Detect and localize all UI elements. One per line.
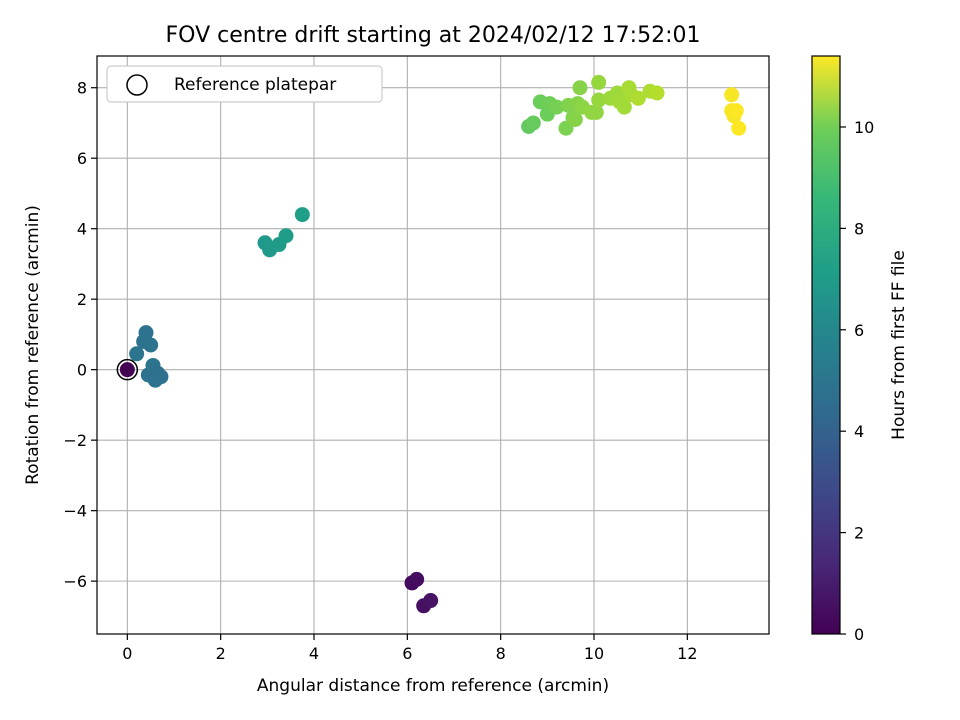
colorbar-tick-label: 0 — [854, 625, 864, 644]
colorbar-gradient — [811, 55, 841, 635]
colorbar-tick-label: 8 — [854, 219, 864, 238]
x-axis-label: Angular distance from reference (arcmin) — [257, 676, 609, 696]
x-axis-ticks: 0 2 4 6 8 10 12 — [122, 634, 698, 663]
plot-frame — [96, 55, 770, 635]
x-tick-label: 8 — [496, 644, 506, 663]
grid-lines — [97, 56, 769, 634]
y-tick-label: 4 — [77, 220, 87, 239]
x-tick-label: 4 — [309, 644, 319, 663]
x-tick-label: 12 — [677, 644, 697, 663]
data-point — [423, 593, 439, 609]
data-point — [549, 99, 565, 115]
y-tick-label: 0 — [77, 361, 87, 380]
reference-platepar-marker — [116, 358, 139, 381]
y-tick-label: −6 — [63, 572, 87, 591]
data-point — [567, 111, 583, 127]
data-point — [558, 120, 574, 136]
colorbar-tick-label: 10 — [854, 118, 874, 137]
colorbar-tick-label: 2 — [854, 524, 864, 543]
data-point — [119, 362, 135, 378]
x-tick-label: 6 — [402, 644, 412, 663]
data-point — [294, 207, 310, 223]
x-tick-label: 0 — [122, 644, 132, 663]
legend-entry-reference: Reference platepar — [174, 75, 336, 95]
data-point — [630, 90, 646, 106]
chart-title: FOV centre drift starting at 2024/02/12 … — [166, 23, 701, 48]
y-tick-label: 2 — [77, 290, 87, 309]
y-axis-label: Rotation from reference (arcmin) — [23, 205, 43, 485]
data-point — [143, 337, 159, 353]
data-point — [129, 346, 145, 362]
data-point — [591, 92, 607, 108]
data-point — [409, 571, 425, 587]
y-tick-label: −4 — [63, 502, 87, 521]
y-tick-label: 8 — [77, 79, 87, 98]
data-point — [649, 85, 665, 101]
data-point — [153, 369, 169, 385]
data-point — [588, 104, 604, 120]
data-point — [591, 74, 607, 90]
colorbar: 0 2 4 6 8 10 Hours from first FF file — [811, 55, 909, 644]
y-tick-label: −2 — [63, 431, 87, 450]
data-point — [525, 115, 541, 131]
x-tick-label: 10 — [584, 644, 604, 663]
legend: Reference platepar — [106, 65, 383, 103]
data-point — [278, 228, 294, 244]
colorbar-tick-label: 6 — [854, 321, 864, 340]
data-points — [119, 74, 747, 614]
data-point — [731, 120, 747, 136]
colorbar-tick-label: 4 — [854, 422, 864, 441]
y-tick-label: 6 — [77, 149, 87, 168]
data-point — [572, 80, 588, 96]
colorbar-ticks: 0 2 4 6 8 10 — [840, 118, 874, 644]
data-point — [724, 87, 740, 103]
colorbar-label: Hours from first FF file — [889, 250, 909, 440]
legend-box — [106, 65, 383, 103]
data-point — [616, 99, 632, 115]
legend-marker-reference — [126, 74, 148, 96]
data-point — [728, 103, 744, 119]
y-axis-ticks: −6 −4 −2 0 2 4 6 8 — [63, 79, 97, 591]
data-point — [138, 325, 154, 341]
x-tick-label: 2 — [216, 644, 226, 663]
